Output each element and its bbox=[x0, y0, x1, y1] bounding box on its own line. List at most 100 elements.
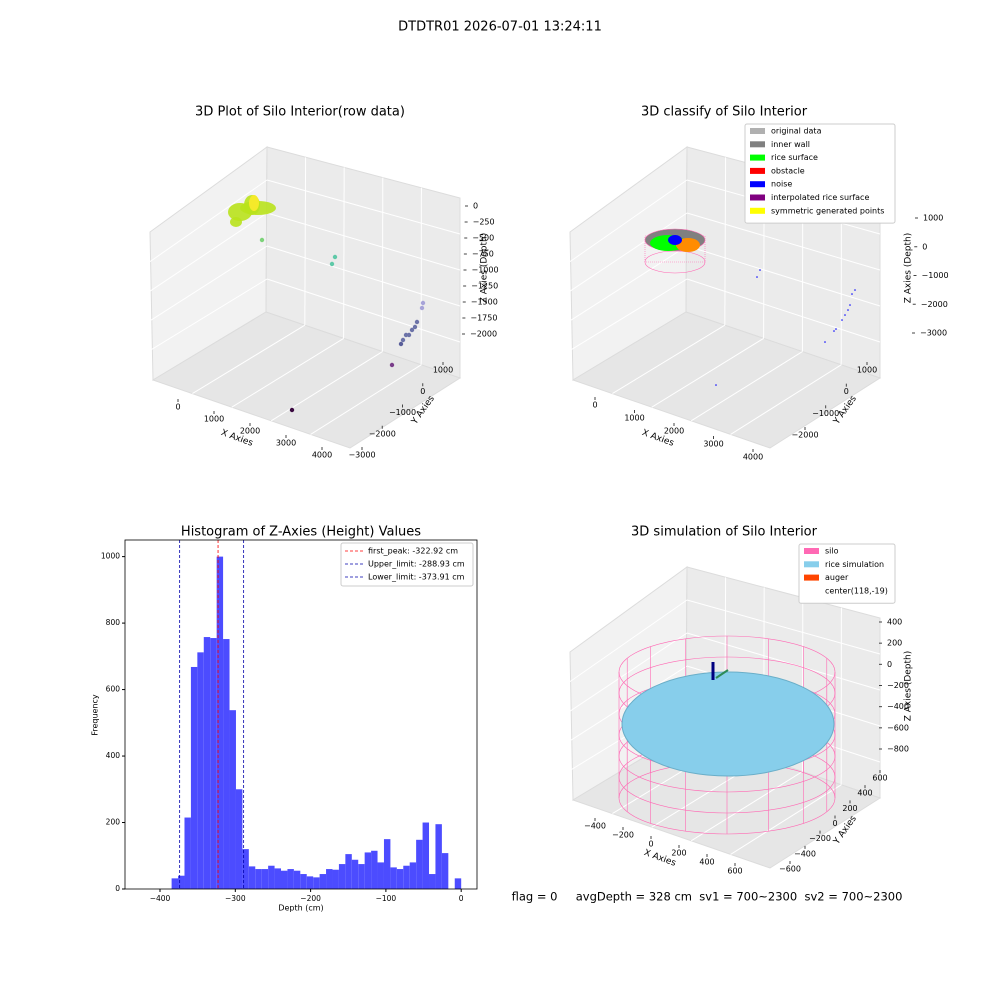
y-tick-label: 1000 bbox=[101, 552, 120, 561]
bar bbox=[383, 839, 391, 889]
pane-grid bbox=[149, 245, 268, 322]
z-axis-label: Z Axies (Depth) bbox=[904, 233, 914, 304]
legend-label: rice simulation bbox=[825, 560, 884, 569]
z-tick-label: −3000 bbox=[920, 329, 947, 338]
x-tick-label: −400 bbox=[584, 822, 606, 831]
z-tick-label: −250 bbox=[473, 218, 495, 227]
bar bbox=[319, 874, 327, 889]
rice-surface bbox=[676, 238, 700, 252]
y-tick-label: −2000 bbox=[791, 431, 818, 440]
y-tick-label: 0 bbox=[115, 884, 120, 893]
pane-grid bbox=[343, 167, 345, 339]
point bbox=[412, 324, 418, 330]
z-tick-label: −1000 bbox=[472, 266, 499, 275]
x-tick-label: 2000 bbox=[664, 427, 684, 436]
z-tick-label: −2000 bbox=[921, 300, 948, 309]
z-tick-label: −800 bbox=[887, 745, 909, 754]
bar bbox=[178, 875, 185, 889]
point bbox=[400, 337, 406, 343]
z-tick-label: −2000 bbox=[470, 330, 497, 339]
x-tick-label: 2000 bbox=[240, 427, 260, 436]
point bbox=[824, 341, 826, 343]
pane-floor bbox=[571, 311, 882, 449]
z-tick-label: −1500 bbox=[471, 298, 498, 307]
point bbox=[841, 319, 843, 321]
z-tick-label: −500 bbox=[472, 234, 494, 243]
x-tick-label: 0 bbox=[459, 894, 464, 903]
z-tick-label: −600 bbox=[887, 723, 909, 732]
y-tick-label: 0 bbox=[420, 387, 425, 396]
bar bbox=[210, 638, 217, 889]
y-axis-label: Frequency bbox=[91, 694, 100, 736]
y-tick-label: 1000 bbox=[857, 366, 877, 375]
x-tick-label: 200 bbox=[671, 849, 686, 858]
x-tick-label: 1000 bbox=[624, 414, 644, 423]
figure-title: DTDTR01 2026-07-01 13:24:11 bbox=[398, 20, 602, 35]
x-tick-label: 3000 bbox=[276, 439, 296, 448]
z-tick-label: 400 bbox=[887, 618, 902, 627]
z-tick-label: −1750 bbox=[470, 314, 497, 323]
legend-box bbox=[744, 123, 896, 224]
bar bbox=[416, 839, 423, 889]
y-tick-label: 400 bbox=[106, 751, 121, 760]
bar bbox=[197, 652, 204, 889]
x-tick-label: −300 bbox=[225, 894, 246, 903]
x-axis-label: Depth (cm) bbox=[278, 904, 323, 913]
pane-grid bbox=[686, 599, 881, 655]
legend-swatch bbox=[804, 548, 819, 554]
bar bbox=[313, 877, 320, 889]
legend-swatch bbox=[750, 154, 765, 161]
bar bbox=[390, 867, 397, 889]
pane-grid bbox=[569, 599, 688, 683]
point bbox=[289, 407, 295, 413]
x-tick-label: −400 bbox=[150, 894, 171, 903]
point bbox=[756, 276, 758, 278]
legend-label: Lower_limit: -373.91 cm bbox=[368, 573, 465, 582]
pane-grid bbox=[690, 771, 803, 842]
point bbox=[414, 319, 420, 325]
pane-grid bbox=[730, 784, 842, 855]
pane-grid bbox=[266, 179, 461, 235]
legend-swatch bbox=[750, 194, 765, 201]
pane-grid bbox=[569, 179, 688, 263]
pane-grid bbox=[270, 351, 383, 422]
z-tick-label: −200 bbox=[887, 681, 909, 690]
point-cloud bbox=[249, 195, 259, 211]
legend-label: symmetric generated points bbox=[771, 206, 884, 215]
bar bbox=[422, 822, 430, 889]
rice-simulation bbox=[621, 671, 835, 777]
plot-title: Histogram of Z-Axies (Height) Values bbox=[181, 525, 421, 540]
pane-grid bbox=[149, 278, 268, 351]
legend-swatch bbox=[804, 561, 819, 568]
y-tick-label: 200 bbox=[106, 818, 121, 827]
z-tick-label: 0 bbox=[473, 202, 478, 211]
bar bbox=[377, 862, 384, 889]
pane-grid bbox=[266, 212, 461, 271]
point bbox=[715, 384, 717, 386]
legend-label: auger bbox=[825, 573, 849, 582]
x-tick-label: 0 bbox=[175, 403, 180, 412]
point bbox=[854, 289, 856, 291]
pane-grid bbox=[149, 212, 268, 292]
z-tick-label: −400 bbox=[887, 702, 909, 711]
bar bbox=[248, 866, 256, 889]
pane-grid bbox=[612, 324, 726, 395]
y-tick-label: −400 bbox=[794, 849, 816, 858]
y-tick-label: 800 bbox=[106, 618, 121, 627]
y-tick-label: −2000 bbox=[369, 429, 396, 438]
x-tick-label: 0 bbox=[648, 840, 653, 849]
point bbox=[833, 330, 835, 332]
legend-box bbox=[798, 543, 896, 604]
bar bbox=[261, 869, 269, 889]
bar bbox=[184, 817, 191, 889]
y-tick-label: 400 bbox=[857, 789, 872, 798]
bar bbox=[268, 865, 275, 889]
x-tick-label: 600 bbox=[727, 867, 742, 876]
y-tick-label: −1000 bbox=[389, 408, 416, 417]
pane-grid bbox=[569, 632, 688, 712]
point bbox=[849, 304, 851, 306]
bar bbox=[300, 874, 307, 889]
pane-grid bbox=[310, 364, 422, 435]
bar bbox=[229, 710, 236, 889]
